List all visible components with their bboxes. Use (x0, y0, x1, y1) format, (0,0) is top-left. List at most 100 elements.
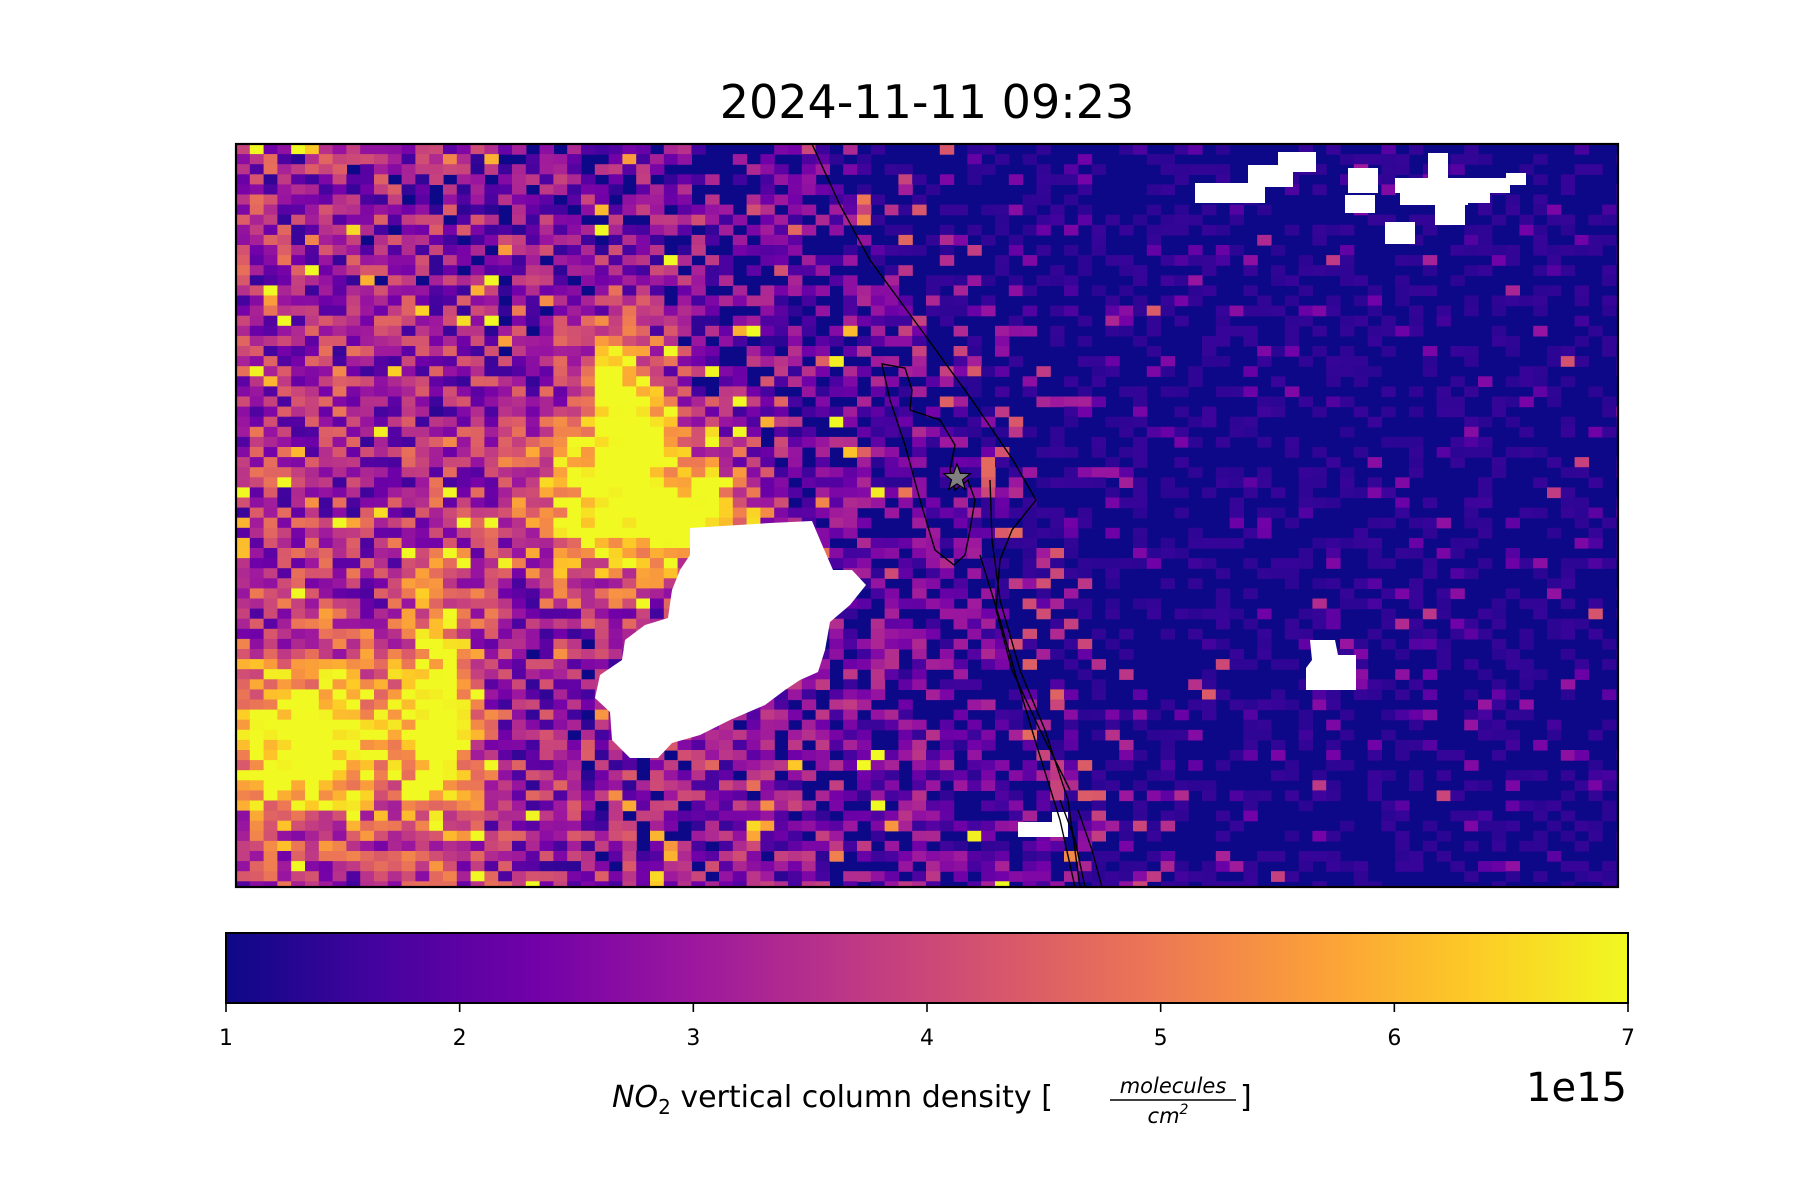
heatmap-cell (636, 457, 651, 468)
heatmap-cell (829, 497, 844, 509)
heatmap-cell (1381, 184, 1396, 196)
heatmap-cell (553, 558, 568, 569)
heatmap-cell (1160, 537, 1175, 549)
heatmap-cell (429, 457, 444, 468)
heatmap-cell (622, 376, 637, 387)
heatmap-cell (829, 527, 844, 539)
heatmap-cell (636, 477, 651, 488)
heatmap-cell (1505, 709, 1520, 721)
heatmap-cell (236, 325, 251, 337)
heatmap-cell (815, 871, 830, 882)
heatmap-cell (387, 699, 403, 711)
coastline-path (881, 363, 976, 566)
heatmap-cell (608, 245, 623, 256)
heatmap-cell (263, 194, 278, 206)
heatmap-cell (746, 295, 761, 307)
heatmap-cell (1160, 214, 1175, 226)
heatmap-cell (539, 204, 554, 216)
heatmap-cell (857, 497, 872, 509)
heatmap-cell (553, 770, 568, 781)
heatmap-cell (1588, 820, 1603, 832)
heatmap-cell (1353, 154, 1369, 165)
heatmap-cell (277, 164, 292, 175)
heatmap-cell (291, 517, 306, 529)
heatmap-cell (1395, 154, 1410, 165)
heatmap-cell (1464, 568, 1479, 579)
heatmap-cell (332, 386, 347, 398)
chart-title: 2024-11-11 09:23 (720, 75, 1135, 129)
heatmap-cell (1353, 295, 1369, 307)
heatmap-cell (332, 699, 347, 711)
heatmap-cell (332, 689, 347, 701)
heatmap-cell (456, 214, 472, 226)
missing-data-region (1506, 173, 1526, 185)
heatmap-cell (705, 517, 720, 529)
heatmap-cell (636, 376, 651, 387)
heatmap-cell (360, 144, 375, 155)
heatmap-cell (1353, 871, 1369, 882)
heatmap-cell (663, 356, 679, 367)
heatmap-cell (249, 174, 265, 185)
heatmap-cell (1119, 649, 1134, 660)
heatmap-cell (318, 871, 334, 882)
heatmap-cell (939, 800, 955, 812)
heatmap-cell (1133, 406, 1148, 418)
heatmap-cell (1022, 325, 1037, 337)
heatmap-cell (843, 739, 858, 751)
heatmap-cell (263, 739, 278, 751)
heatmap-cell (1146, 204, 1162, 216)
heatmap-cell (387, 598, 403, 610)
heatmap-cell (346, 699, 361, 711)
heatmap-cell (1381, 709, 1396, 721)
heatmap-cell (995, 790, 1010, 802)
heatmap-cell (1243, 709, 1258, 721)
heatmap-cell (926, 305, 941, 317)
heatmap-cell (1160, 861, 1175, 872)
heatmap-cell (1243, 558, 1258, 569)
heatmap-cell (277, 245, 292, 256)
heatmap-cell (539, 739, 554, 751)
heatmap-cell (1091, 164, 1106, 175)
heatmap-cell (1560, 487, 1576, 499)
heatmap-cell (1008, 416, 1024, 428)
heatmap-cell (815, 487, 830, 499)
heatmap-cell (318, 396, 334, 408)
heatmap-cell (249, 739, 265, 751)
heatmap-cell (788, 285, 803, 297)
heatmap-cell (870, 194, 886, 206)
heatmap-cell (1160, 699, 1175, 711)
heatmap-cell (1533, 295, 1548, 307)
heatmap-cell (236, 578, 251, 589)
heatmap-cell (1022, 154, 1037, 165)
heatmap-cell (263, 184, 278, 196)
heatmap-cell (456, 780, 472, 791)
heatmap-cell (415, 669, 430, 680)
heatmap-cell (360, 820, 375, 832)
heatmap-cell (525, 618, 541, 630)
heatmap-cell (1174, 275, 1189, 286)
heatmap-cell (360, 750, 375, 761)
heatmap-cell (443, 517, 458, 529)
heatmap-cell (277, 558, 292, 569)
heatmap-cell (1340, 346, 1355, 357)
heatmap-cell (801, 820, 817, 832)
heatmap-cell (1050, 447, 1065, 458)
heatmap-cell (1064, 517, 1079, 529)
heatmap-cell (332, 194, 347, 206)
heatmap-cell (387, 275, 403, 286)
heatmap-cell (719, 467, 734, 478)
heatmap-cell (760, 406, 775, 418)
heatmap-cell (884, 790, 899, 802)
heatmap-cell (677, 426, 692, 438)
coastline-path (979, 554, 1076, 887)
heatmap-cell (953, 618, 968, 630)
heatmap-cell (1188, 245, 1203, 256)
heatmap-cell (525, 517, 541, 529)
heatmap-cell (815, 406, 830, 418)
heatmap-cell (1119, 790, 1134, 802)
heatmap-cell (1105, 366, 1120, 377)
heatmap-cell (1105, 527, 1120, 539)
heatmap-cell (1298, 285, 1313, 297)
heatmap-cell (622, 790, 637, 802)
heatmap-cell (305, 527, 320, 539)
